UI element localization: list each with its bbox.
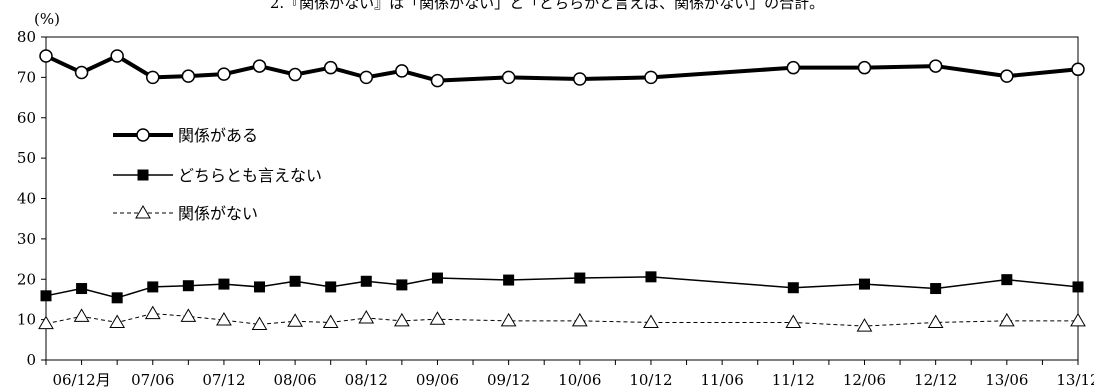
x-tick-label: 12/12	[914, 371, 957, 389]
data-point-series-2	[396, 279, 408, 291]
data-point-series-3	[998, 312, 1015, 327]
x-tick-label: 11/12	[772, 371, 815, 389]
data-point-series-2	[360, 275, 372, 287]
legend-marker-3	[135, 205, 151, 219]
y-tick-label: 30	[17, 230, 36, 248]
data-point-series-3	[251, 316, 268, 330]
data-point-series-2	[111, 292, 123, 304]
x-tick-label: 09/06	[416, 371, 459, 389]
data-point-series-2	[431, 272, 443, 284]
data-point-series-1	[430, 73, 445, 88]
chart-note: 2.『関係がない』は「関係がない」と「どちらかと言えば、関係がない」の合計。	[269, 0, 825, 12]
data-point-series-1	[74, 65, 89, 80]
data-point-series-1	[252, 59, 267, 73]
legend-label-2: どちらとも言えない	[178, 166, 322, 185]
data-point-series-1	[146, 70, 160, 85]
y-tick-label: 60	[17, 109, 36, 127]
y-tick-label: 0	[26, 351, 36, 369]
data-point-series-1	[217, 67, 231, 81]
x-tick-label: 07/12	[202, 371, 245, 389]
data-point-series-2	[218, 278, 230, 290]
x-tick-label: 08/06	[273, 371, 316, 389]
data-point-series-3	[216, 312, 232, 326]
data-point-series-1	[288, 67, 302, 82]
x-tick-label: 13/12	[1056, 371, 1094, 389]
data-point-series-2	[1001, 274, 1013, 286]
data-point-series-2	[503, 274, 515, 286]
data-point-series-1	[323, 60, 338, 75]
x-tick-label: 11/06	[701, 371, 744, 389]
data-point-series-2	[76, 283, 88, 295]
data-point-series-3	[571, 312, 588, 327]
y-tick-label: 20	[17, 270, 36, 288]
legend-marker-2	[137, 169, 149, 181]
legend-label-1: 関係がある	[178, 126, 258, 145]
data-point-series-3	[500, 312, 517, 327]
data-point-series-3	[927, 314, 944, 328]
data-point-series-3	[287, 313, 303, 327]
data-point-series-3	[109, 314, 126, 328]
data-point-series-3	[856, 318, 873, 332]
data-point-series-2	[645, 271, 657, 283]
data-point-series-2	[289, 275, 301, 287]
data-point-series-3	[73, 308, 90, 322]
x-tick-label: 10/06	[558, 371, 601, 389]
data-point-series-3	[1070, 312, 1086, 327]
data-point-series-3	[785, 314, 802, 328]
x-tick-label: 13/06	[985, 371, 1028, 389]
y-tick-label: 40	[17, 190, 36, 208]
data-point-series-1	[359, 70, 374, 85]
data-point-series-2	[930, 283, 942, 295]
data-point-series-1	[573, 72, 587, 86]
x-tick-label: 12/06	[843, 371, 886, 389]
data-point-series-3	[393, 312, 410, 327]
data-point-series-3	[429, 311, 446, 325]
data-point-series-1	[110, 49, 124, 63]
x-tick-label: 07/06	[131, 371, 174, 389]
data-point-series-2	[574, 272, 586, 284]
data-point-series-2	[182, 280, 194, 292]
data-point-series-2	[325, 281, 337, 293]
x-tick-label: 10/12	[629, 371, 672, 389]
data-point-series-1	[181, 69, 196, 83]
data-point-series-3	[322, 314, 339, 328]
data-point-series-1	[644, 70, 658, 85]
y-tick-label: 80	[17, 28, 36, 46]
data-point-series-2	[147, 281, 159, 293]
data-point-series-1	[928, 59, 943, 73]
legend-marker-1	[136, 128, 150, 142]
plot-frame	[45, 36, 1079, 361]
data-point-series-3	[144, 305, 161, 320]
data-point-series-2	[787, 282, 799, 294]
data-point-series-2	[1072, 281, 1084, 293]
data-point-series-3	[38, 315, 54, 330]
series-line-2	[45, 276, 1079, 299]
x-tick-label: 06/12月	[52, 371, 110, 389]
x-tick-label: 09/12	[487, 371, 530, 389]
data-point-series-1	[395, 64, 409, 78]
data-point-series-2	[858, 278, 870, 290]
data-point-series-3	[180, 308, 197, 322]
data-point-series-1	[501, 70, 516, 85]
y-tick-label: 50	[17, 149, 36, 167]
data-point-series-2	[40, 290, 52, 302]
data-point-series-2	[254, 281, 266, 293]
legend-label-3: 関係がない	[178, 204, 258, 223]
series-line-1	[45, 53, 1079, 83]
data-point-series-1	[1071, 62, 1085, 77]
y-axis-label: (%)	[34, 10, 60, 28]
data-point-series-1	[786, 60, 801, 75]
data-point-series-1	[39, 49, 53, 63]
data-point-series-3	[643, 314, 659, 328]
y-tick-label: 10	[17, 311, 36, 329]
series-line-3	[45, 313, 1078, 327]
data-point-series-1	[1000, 69, 1014, 83]
x-tick-label: 08/12	[345, 371, 388, 389]
data-point-series-3	[358, 310, 375, 324]
data-point-series-1	[857, 60, 872, 75]
y-tick-label: 70	[17, 68, 36, 86]
